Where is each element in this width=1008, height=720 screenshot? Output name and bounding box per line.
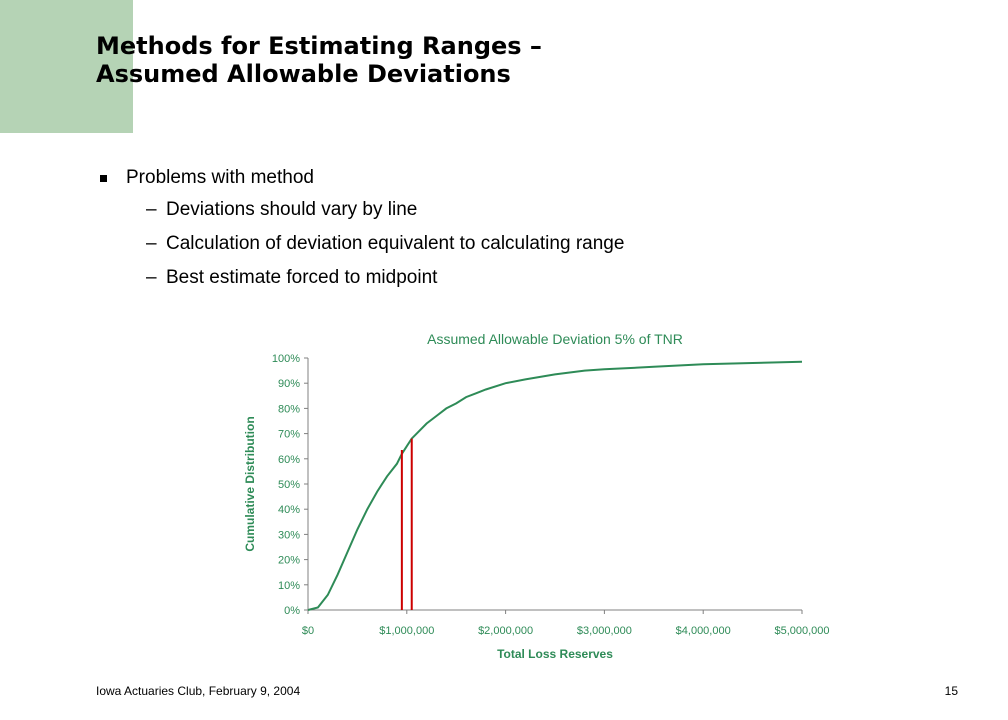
x-axis-label: Total Loss Reserves [497,647,613,661]
x-tick-label: $3,000,000 [577,625,632,637]
cumulative-curve [307,360,803,611]
y-tick-label: 80% [278,403,300,415]
sub-bullet-item: – Calculation of deviation equivalent to… [96,227,916,261]
dash-marker: – [146,199,157,220]
cumulative-distribution-chart: Assumed Allowable Deviation 5% of TNR 0% 1… [243,331,830,661]
title-line-2: Assumed Allowable Deviations [96,60,511,88]
slide-title: Methods for Estimating Ranges – Assumed … [96,32,896,88]
y-tick-label: 70% [278,429,300,441]
page-number: 15 [944,684,958,698]
y-tick-label: 100% [272,353,300,365]
y-tick-label: 50% [278,479,300,491]
x-tick-label: $1,000,000 [379,625,434,637]
sub-bullet-text: Calculation of deviation equivalent to c… [166,233,625,254]
accent-block [0,0,133,133]
y-tick-label: 10% [278,580,300,592]
bullet-text: Problems with method [126,167,314,188]
sub-bullet-text: Best estimate forced to midpoint [166,267,438,288]
sub-bullet-item: – Deviations should vary by line [96,193,916,227]
y-tick-label: 60% [278,454,300,466]
footer-text: Iowa Actuaries Club, February 9, 2004 [96,684,301,698]
square-bullet-icon [100,175,107,182]
x-tick-label: $0 [302,625,314,637]
sub-bullet-text: Deviations should vary by line [166,199,418,220]
dash-marker: – [146,233,157,254]
x-tick-label: $2,000,000 [478,625,533,637]
bullet-list: Problems with method – Deviations should… [96,163,916,295]
x-tick-label: $4,000,000 [676,625,731,637]
y-tick-label: 90% [278,378,300,390]
dash-marker: – [146,267,157,288]
y-tick-label: 40% [278,504,300,516]
y-tick-label: 0% [284,605,300,617]
sub-bullet-item: – Best estimate forced to midpoint [96,261,916,295]
chart-title: Assumed Allowable Deviation 5% of TNR [427,331,683,347]
title-line-1: Methods for Estimating Ranges – [96,32,542,60]
y-tick-label: 20% [278,555,300,567]
y-axis-label: Cumulative Distribution [243,416,257,551]
bullet-item: Problems with method [96,163,916,193]
y-tick-label: 30% [278,529,300,541]
x-tick-label: $5,000,000 [774,625,829,637]
